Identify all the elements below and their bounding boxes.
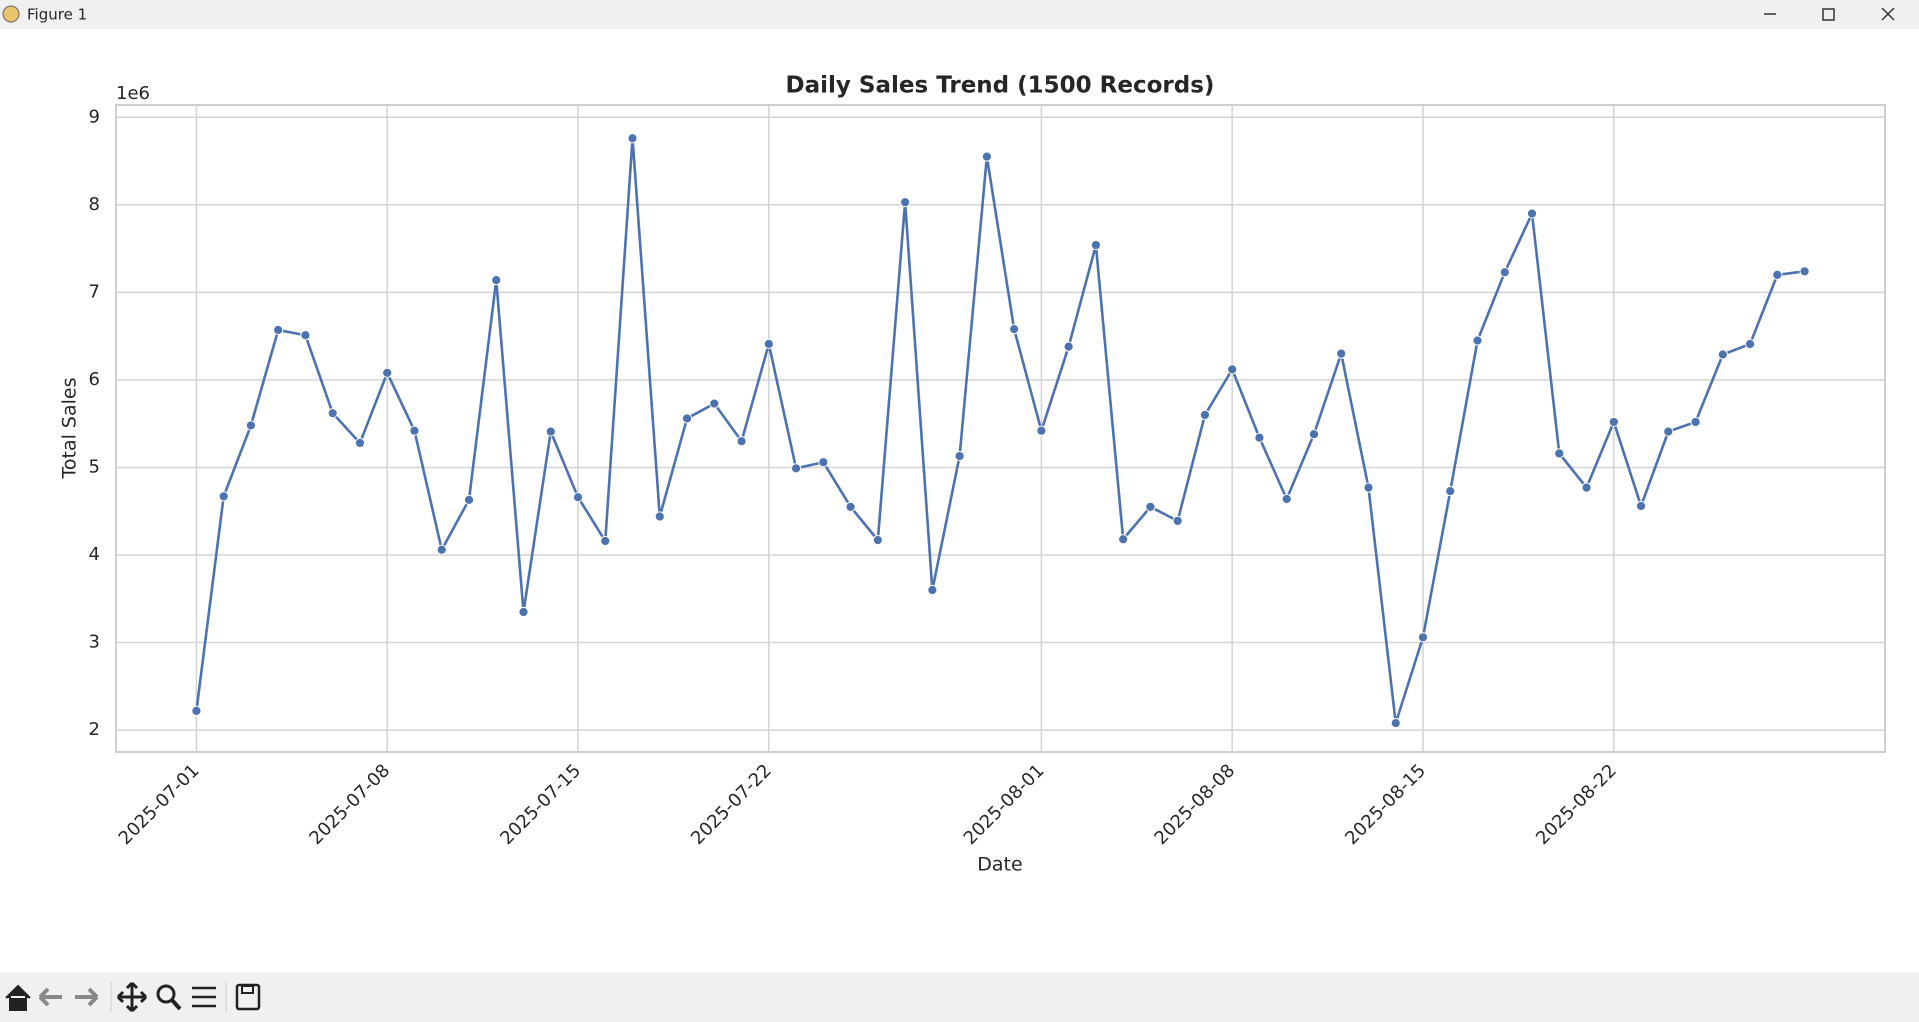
point — [1499, 267, 1510, 278]
x-tick-label: 2025-08-01 — [960, 760, 1049, 849]
point — [1254, 432, 1265, 443]
point — [1363, 482, 1374, 493]
y-tick-label: 8 — [89, 194, 100, 215]
point — [463, 494, 475, 505]
save-icon-part — [241, 985, 254, 994]
point — [1663, 426, 1674, 437]
back-button[interactable] — [38, 987, 62, 1007]
x-tick-label: 2025-07-22 — [687, 760, 776, 849]
point — [409, 425, 420, 436]
point — [927, 584, 938, 596]
point — [736, 436, 747, 447]
point — [1009, 324, 1020, 335]
close-button[interactable] — [1881, 7, 1895, 21]
toolbar — [0, 972, 1919, 1022]
app-icon — [2, 5, 20, 23]
point — [681, 413, 693, 424]
y-tick-label: 5 — [89, 456, 100, 477]
point — [1690, 416, 1701, 428]
point — [1145, 501, 1156, 512]
axes-frame — [115, 104, 1886, 753]
point — [572, 492, 584, 503]
x-tick-label: 2025-08-15 — [1341, 760, 1430, 849]
forward-button[interactable] — [75, 987, 99, 1007]
point — [1390, 718, 1401, 729]
point — [1472, 335, 1483, 346]
point — [845, 501, 856, 512]
point — [327, 408, 338, 419]
point — [1526, 208, 1538, 219]
configure-button[interactable] — [192, 986, 216, 1008]
point — [1417, 632, 1429, 643]
point — [1772, 269, 1783, 280]
point — [654, 511, 665, 522]
point — [1281, 493, 1292, 505]
point — [1581, 482, 1592, 493]
point — [1118, 534, 1129, 545]
y-axis-label: Total Sales — [59, 378, 81, 480]
point — [1799, 266, 1810, 277]
point — [245, 420, 257, 431]
point — [1336, 348, 1347, 359]
point — [627, 133, 638, 144]
point — [763, 338, 774, 350]
point — [899, 197, 911, 208]
window-title: Figure 1 — [27, 6, 87, 24]
y-tick-label: 4 — [89, 544, 100, 565]
point — [1308, 429, 1320, 440]
point — [354, 437, 366, 449]
point — [300, 330, 311, 341]
plot: Daily Sales Trend (1500 Records) 1e6 Dat… — [59, 73, 1886, 876]
point — [382, 367, 393, 379]
x-tick-label: 2025-07-15 — [496, 760, 585, 849]
chart-title: Daily Sales Trend (1500 Records) — [786, 73, 1215, 99]
point — [818, 457, 829, 468]
y-tick-label: 3 — [89, 632, 100, 653]
point — [1199, 409, 1211, 421]
point — [1717, 349, 1728, 360]
x-tick-label: 2025-08-08 — [1150, 760, 1239, 849]
pan-button[interactable] — [116, 981, 148, 1013]
zoom-button[interactable] — [156, 984, 176, 1004]
point — [491, 275, 502, 286]
y-tick-label: 7 — [89, 281, 100, 302]
point — [191, 705, 202, 716]
point — [1036, 425, 1047, 436]
point — [545, 426, 556, 437]
point — [1635, 500, 1647, 512]
point — [1063, 341, 1074, 352]
point — [273, 324, 284, 336]
line — [195, 138, 1805, 724]
x-tick-label: 2025-07-08 — [305, 760, 394, 849]
y-tick-label: 9 — [89, 106, 100, 127]
point — [518, 606, 529, 618]
point — [1554, 448, 1565, 459]
restore-button[interactable] — [1822, 8, 1835, 21]
x-tick-label: 2025-08-22 — [1532, 760, 1621, 849]
point — [790, 463, 802, 474]
y-tick-label: 6 — [89, 369, 100, 390]
point — [954, 450, 965, 462]
home-button[interactable] — [5, 984, 31, 1011]
point — [600, 535, 611, 547]
zoom-handle — [170, 998, 182, 1011]
point — [1445, 485, 1456, 497]
point — [981, 151, 992, 162]
point — [1608, 416, 1619, 428]
y-tick-label: 2 — [89, 719, 100, 740]
point — [872, 535, 883, 546]
point — [1090, 239, 1102, 251]
point — [218, 491, 229, 502]
x-tick-label: 2025-07-01 — [115, 760, 204, 849]
point — [1744, 338, 1756, 350]
y-offset-label: 1e6 — [116, 83, 150, 104]
point — [436, 544, 447, 555]
point — [1172, 515, 1183, 526]
point — [709, 398, 720, 409]
x-axis-label: Date — [977, 854, 1022, 876]
title-bar — [0, 0, 1919, 29]
point — [1227, 364, 1238, 375]
